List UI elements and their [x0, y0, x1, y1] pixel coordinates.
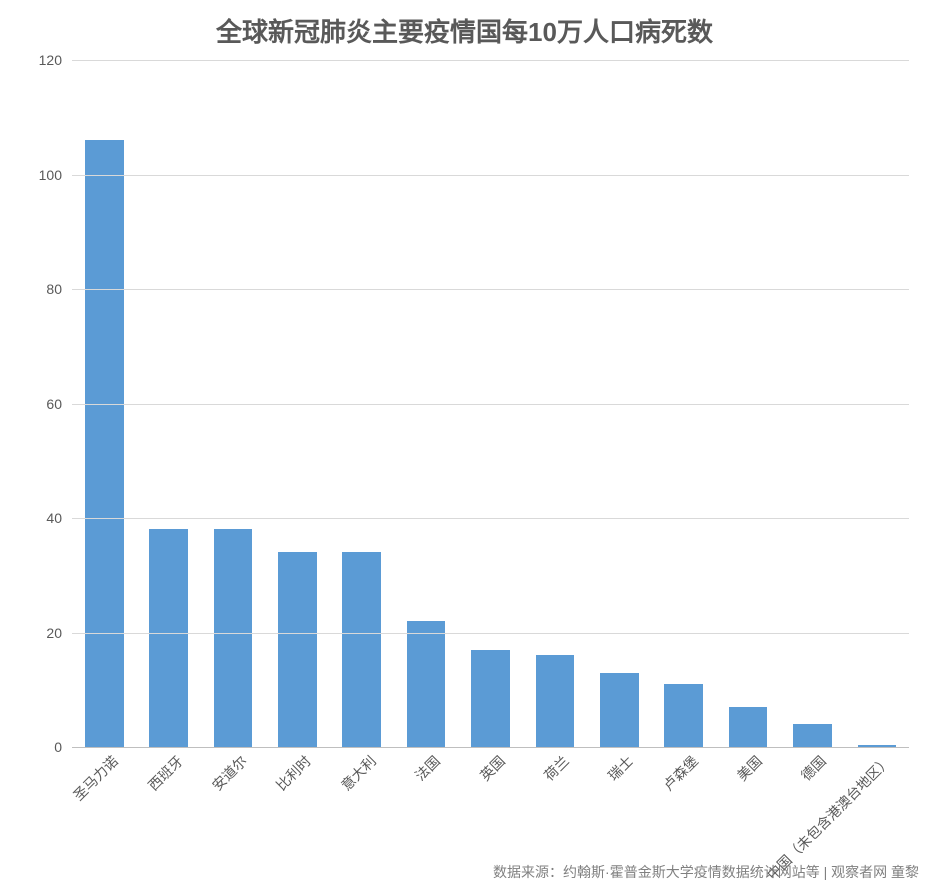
ytick-label: 100: [39, 167, 62, 183]
gridline: [72, 518, 909, 519]
bar: [85, 140, 124, 747]
xtick-label: 英国: [475, 751, 509, 785]
bar: [471, 650, 510, 747]
plot-area: 圣马力诺西班牙安道尔比利时意大利法国英国荷兰瑞士卢森堡美国德国中国（未包含港澳台…: [72, 60, 909, 748]
gridline: [72, 60, 909, 61]
bar: [342, 552, 381, 747]
bar: [729, 707, 768, 747]
xtick-label: 西班牙: [143, 751, 187, 795]
bar: [664, 684, 703, 747]
ytick-label: 80: [46, 281, 62, 297]
gridline: [72, 175, 909, 176]
bar: [600, 673, 639, 747]
bar: [149, 529, 188, 747]
bar: [407, 621, 446, 747]
xtick-label: 比利时: [272, 751, 316, 795]
chart-caption: 数据来源：约翰斯·霍普金斯大学疫情数据统计网站等 | 观察者网 童黎: [493, 862, 919, 882]
gridline: [72, 404, 909, 405]
ytick-label: 20: [46, 625, 62, 641]
chart-title: 全球新冠肺炎主要疫情国每10万人口病死数: [0, 12, 929, 49]
xtick-label: 美国: [733, 751, 767, 785]
bar: [536, 655, 575, 747]
xtick-label: 德国: [797, 751, 831, 785]
chart-container: 全球新冠肺炎主要疫情国每10万人口病死数 圣马力诺西班牙安道尔比利时意大利法国英…: [0, 0, 929, 888]
xtick-label: 卢森堡: [658, 751, 702, 795]
bar: [214, 529, 253, 747]
xtick-label: 圣马力诺: [69, 751, 123, 805]
xtick-label: 瑞士: [604, 751, 638, 785]
xtick-label: 意大利: [336, 751, 380, 795]
ytick-label: 120: [39, 52, 62, 68]
xtick-label: 法国: [411, 751, 445, 785]
xtick-label: 安道尔: [208, 751, 252, 795]
bar: [793, 724, 832, 747]
gridline: [72, 289, 909, 290]
ytick-label: 0: [54, 739, 62, 755]
ytick-label: 40: [46, 510, 62, 526]
gridline: [72, 633, 909, 634]
bar: [858, 745, 897, 747]
bar: [278, 552, 317, 747]
ytick-label: 60: [46, 396, 62, 412]
xtick-label: 荷兰: [539, 751, 573, 785]
